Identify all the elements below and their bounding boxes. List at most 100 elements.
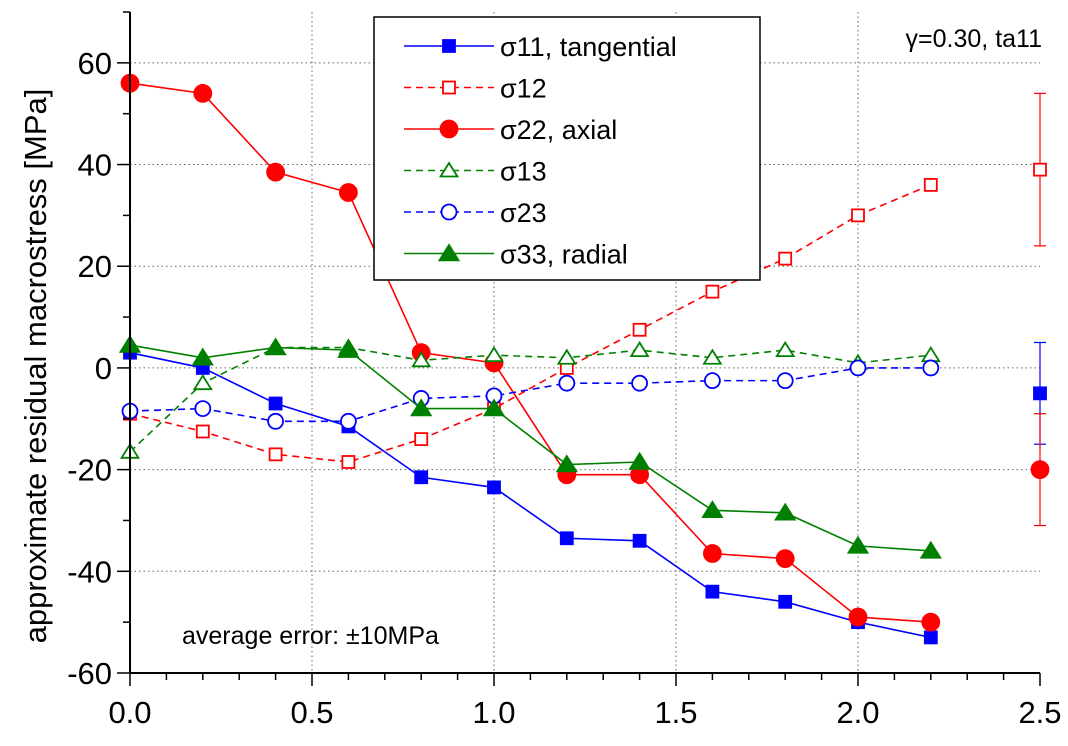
data-point [704, 372, 721, 390]
data-point [341, 455, 356, 469]
data-point [920, 346, 941, 363]
data-point [414, 470, 429, 485]
data-point [631, 374, 648, 392]
legend-entry: σ33, radial [404, 240, 628, 270]
data-point [774, 502, 797, 521]
data-point [266, 162, 286, 182]
x-tick-label: 1.0 [472, 695, 515, 730]
legend-marker [442, 80, 456, 95]
series-0 [123, 341, 1047, 645]
legend-marker [440, 203, 458, 221]
data-point [775, 549, 795, 568]
data-point [191, 347, 214, 366]
data-point [555, 454, 578, 473]
data-point [482, 398, 506, 417]
series-line [129, 184, 932, 463]
data-point [923, 630, 938, 645]
legend-label: σ23 [500, 198, 547, 228]
legend-entry: σ23 [404, 198, 547, 228]
series-line [129, 351, 931, 639]
series-2 [120, 73, 1050, 632]
y-tick-label: -20 [67, 453, 112, 488]
error-point [1033, 386, 1047, 401]
error-point [1033, 162, 1047, 177]
data-point [849, 359, 867, 377]
x-tick-label: 2.0 [836, 695, 879, 730]
data-point [629, 340, 650, 358]
y-tick-label: 20 [78, 249, 112, 284]
data-point [559, 531, 574, 546]
x-tick-label: 2.5 [1018, 695, 1061, 730]
data-point [923, 177, 938, 192]
legend-entry: σ11, tangential [404, 32, 677, 62]
x-tick-label: 1.5 [654, 695, 697, 730]
data-point [775, 340, 796, 358]
series-line [129, 344, 931, 552]
data-point [483, 346, 505, 363]
legend-marker [442, 39, 456, 53]
legend-marker [437, 243, 461, 262]
data-point [702, 348, 723, 365]
y-tick-label: 60 [78, 46, 112, 81]
chart-annotation: γ=0.30, ta11 [906, 25, 1042, 53]
data-point [851, 208, 865, 223]
y-tick-label: -60 [67, 656, 112, 691]
data-point [778, 594, 793, 609]
data-point [705, 284, 720, 299]
y-axis-title: approximate residual macrostress [MPa] [18, 89, 53, 644]
legend-label: σ11, tangential [500, 32, 677, 62]
data-point [192, 373, 213, 391]
x-tick-label: 0.5 [290, 695, 333, 730]
data-point [632, 533, 647, 548]
data-point [487, 480, 501, 495]
average-error-note: average error: ±10MPa [182, 622, 439, 650]
series-3 [119, 338, 941, 459]
y-tick-label: 0 [95, 351, 112, 386]
series-line [129, 346, 931, 453]
data-point [703, 544, 722, 563]
legend-box [373, 16, 761, 281]
x-tick-label: 0.0 [108, 695, 151, 730]
legend-marker [438, 161, 460, 178]
legend-label: σ12 [500, 74, 547, 104]
legend: σ11, tangential σ12 σ22, axial σ13 σ23 σ33, r… [373, 16, 761, 281]
data-point [194, 400, 212, 418]
data-point [411, 351, 432, 368]
data-point [267, 412, 285, 430]
data-point [919, 540, 942, 559]
legend-entry: σ13 [404, 157, 547, 187]
error-point [1030, 460, 1050, 480]
series-group [118, 73, 1050, 645]
data-point [848, 607, 868, 627]
legend-label: σ22, axial [500, 115, 617, 145]
data-point [195, 424, 210, 439]
legend-entry: σ22, axial [404, 115, 617, 145]
data-point [922, 359, 940, 377]
data-point [414, 432, 429, 447]
data-point [556, 348, 577, 365]
data-point [776, 372, 794, 390]
series-line [129, 82, 931, 623]
data-point [338, 183, 358, 202]
series-5 [118, 334, 942, 559]
data-point [193, 83, 213, 103]
data-point [558, 374, 576, 392]
data-point [778, 251, 793, 266]
data-point [921, 612, 941, 632]
data-point [339, 412, 357, 430]
legend-marker [439, 119, 459, 139]
data-point [628, 451, 651, 470]
series-4 [121, 359, 940, 430]
data-point [264, 337, 287, 356]
data-point [337, 339, 360, 358]
legend-entry: σ12 [404, 74, 547, 104]
legend-label: σ13 [500, 157, 547, 187]
data-point [846, 535, 870, 554]
y-tick-label: -40 [67, 554, 112, 589]
data-point [705, 584, 720, 599]
data-point [632, 322, 647, 337]
data-point [268, 447, 283, 462]
legend-label: σ33, radial [500, 240, 628, 270]
